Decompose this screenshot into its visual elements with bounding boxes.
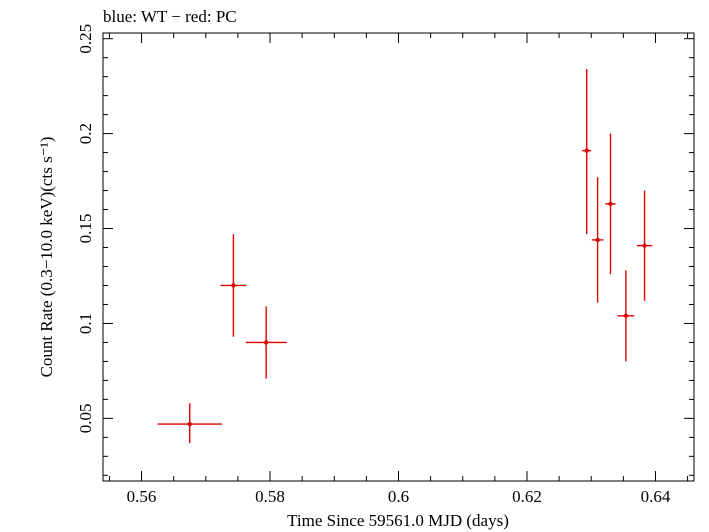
y-tick-label: 0.1	[76, 313, 95, 334]
data-marker	[642, 243, 647, 248]
chart-title: blue: WT − red: PC	[103, 7, 237, 26]
data-marker	[231, 283, 236, 288]
data-marker	[595, 237, 600, 243]
axis-ticks: 0.56 0.58 0.6 0.62 0.64 0.05 0.1 0.15 0.2 0.25	[76, 24, 694, 506]
data-point	[157, 403, 222, 444]
data-point	[591, 177, 604, 303]
data-marker	[608, 201, 613, 207]
y-tick-label: 0.05	[76, 403, 95, 433]
data-point	[582, 69, 592, 235]
x-axis-label: Time Since 59561.0 MJD (days)	[287, 511, 509, 530]
data-marker	[187, 421, 192, 427]
data-marker	[623, 313, 629, 319]
data-point	[220, 234, 247, 337]
data-marker	[263, 340, 269, 345]
y-tick-label: 0.2	[76, 123, 95, 144]
y-tick-label: 0.25	[76, 24, 95, 54]
y-tick-label: 0.15	[76, 214, 95, 244]
data-marker	[584, 148, 589, 153]
x-tick-label: 0.56	[127, 487, 157, 506]
data-point	[605, 133, 616, 275]
x-tick-label: 0.62	[512, 487, 542, 506]
plot-frame	[102, 32, 695, 482]
x-tick-label: 0.64	[641, 487, 671, 506]
data-point	[617, 270, 635, 362]
x-tick-label: 0.6	[388, 487, 409, 506]
data-points	[157, 69, 653, 444]
data-point	[636, 190, 653, 301]
x-tick-label: 0.58	[255, 487, 285, 506]
data-point	[245, 306, 287, 379]
y-axis-label: Count Rate (0.3−10.0 keV)(cts s⁻¹)	[37, 137, 56, 378]
